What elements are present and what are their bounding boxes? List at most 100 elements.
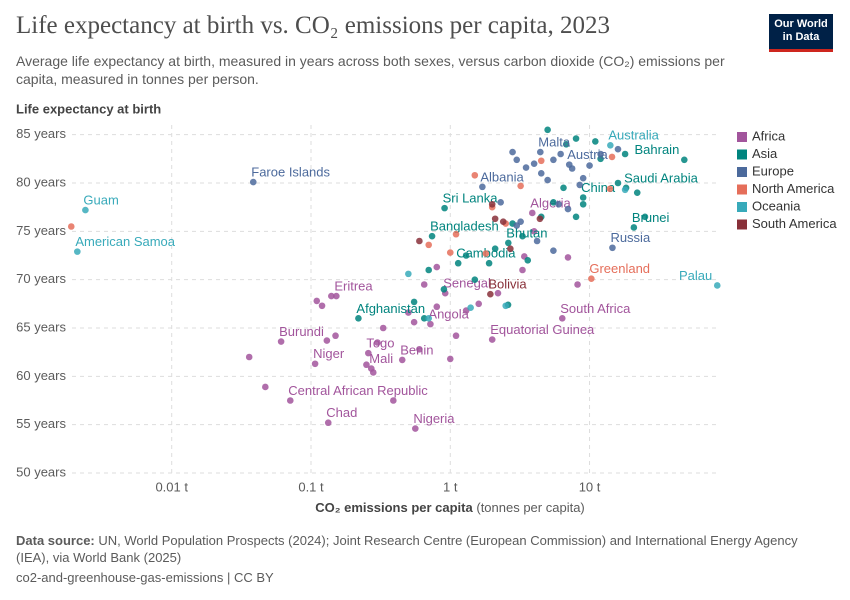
point [405,270,412,278]
point [533,237,541,245]
point [311,360,319,368]
point [597,150,604,158]
legend-swatch [737,167,747,177]
source: Data source: UN, World Population Prospe… [16,532,816,566]
point [487,290,494,298]
legend-swatch [737,149,747,160]
legend-label: Europe [752,163,794,178]
point [441,204,448,212]
point-label: Brunei [632,210,670,225]
point [390,397,397,404]
point [544,126,551,134]
point [374,339,381,346]
chart-title: Life expectancy at birth vs. CO₂ emissio… [16,12,610,39]
point-label: China [581,180,616,195]
point-label: Eritrea [334,279,373,294]
point [82,206,89,214]
point [557,150,564,158]
point [641,213,649,221]
point [332,332,339,340]
point [428,232,436,240]
point [491,245,499,253]
point [286,397,294,404]
legend-label: Oceania [752,198,801,213]
legend-swatch [737,202,747,212]
point-label: Guam [83,193,118,208]
point [513,222,521,229]
point [537,148,544,156]
point-label: American Samoa [75,234,175,249]
point [519,266,526,274]
x-tick-label: 0.1 t [298,479,324,494]
point [355,315,362,322]
point [471,276,479,283]
point [488,200,496,208]
source-text: UN, World Population Prospects (2024); J… [16,533,798,565]
legend-swatch [737,219,747,230]
point [564,254,572,261]
point [517,182,524,190]
point [485,259,493,267]
y-tick-label: 55 years [16,416,66,431]
point [560,184,567,192]
point [262,383,269,391]
point [621,186,629,194]
point [519,232,526,240]
legend-swatch [737,132,747,142]
point [427,320,434,328]
point [558,315,566,322]
point-label: Austria [567,147,608,162]
point [530,160,538,167]
point [74,248,81,255]
point [369,369,377,376]
point [621,150,629,158]
point [597,155,604,163]
point [528,209,536,217]
x-axis-label: CO₂ emissions per capita (tonnes per cap… [315,500,585,515]
point [586,162,593,169]
point [67,223,75,230]
point [530,228,538,235]
point [462,252,470,259]
point-label: Angola [428,307,469,322]
point-label: Benin [400,342,433,357]
x-axis-label-unit: (tonnes per capita) [476,500,584,515]
point [363,361,370,369]
point-label: Nigeria [413,411,455,426]
point-label: Sri Lanka [443,191,499,206]
point [452,230,460,238]
point [572,135,580,142]
point [633,189,641,196]
point [328,292,335,300]
logo[interactable]: Our World in Data [769,14,833,52]
point-label: Australia [608,128,659,143]
point [277,338,285,345]
point [630,224,638,231]
point [249,178,257,186]
point [398,356,406,364]
point [488,336,496,343]
point [537,170,545,177]
legend-label: South America [752,216,837,231]
point-label: Albania [480,169,524,184]
point [482,250,490,257]
point-label: Bhutan [506,225,547,240]
point [313,297,321,305]
point-label: Malta [538,135,571,150]
point [505,239,512,247]
point [479,183,486,191]
point [245,353,253,361]
point-label: Bolivia [488,277,527,292]
point-label: Chad [326,405,357,420]
point [446,249,454,256]
point [608,153,616,161]
x-tick-label: 1 t [443,479,458,494]
point [323,337,331,344]
point [614,145,622,153]
point-label: South Africa [560,301,631,316]
point [416,237,423,245]
point [497,199,504,206]
point [499,218,507,225]
